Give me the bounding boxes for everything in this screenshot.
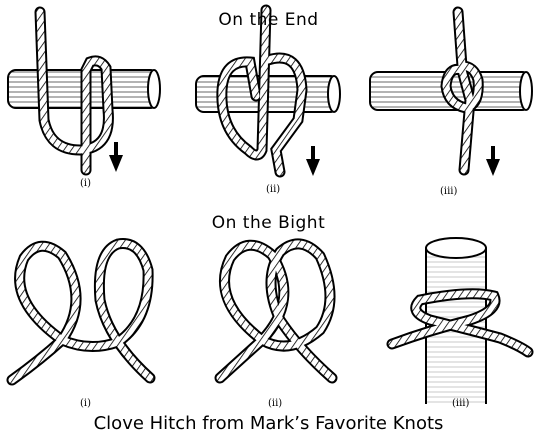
rope [440,6,484,176]
post-top [425,237,487,259]
rope [34,6,114,176]
section-heading-on-the-end: On the End [218,10,319,30]
pull-arrow-icon [109,142,123,172]
step-label-end-1: (i) [80,178,92,189]
bight-step-1-figure [6,238,156,386]
pull-arrow-icon [486,146,500,176]
step-label-bight-2: (ii) [268,398,283,409]
end-step-2-figure [195,4,341,178]
rope [216,4,308,178]
end-step-1-figure [7,6,161,176]
step-label-bight-1: (i) [80,398,92,409]
bight-step-2-figure [214,238,338,384]
step-label-bight-3: (iii) [452,398,470,409]
step-label-end-3: (iii) [440,186,458,197]
pull-arrow-icon [306,146,320,176]
step-label-end-2: (ii) [266,184,281,195]
section-heading-on-the-bight: On the Bight [211,213,326,233]
bight-step-3-figure [386,237,534,404]
figure-caption: Clove Hitch from Mark’s Favorite Knots [93,413,444,434]
end-step-3-figure [369,6,533,176]
rope [386,288,534,358]
